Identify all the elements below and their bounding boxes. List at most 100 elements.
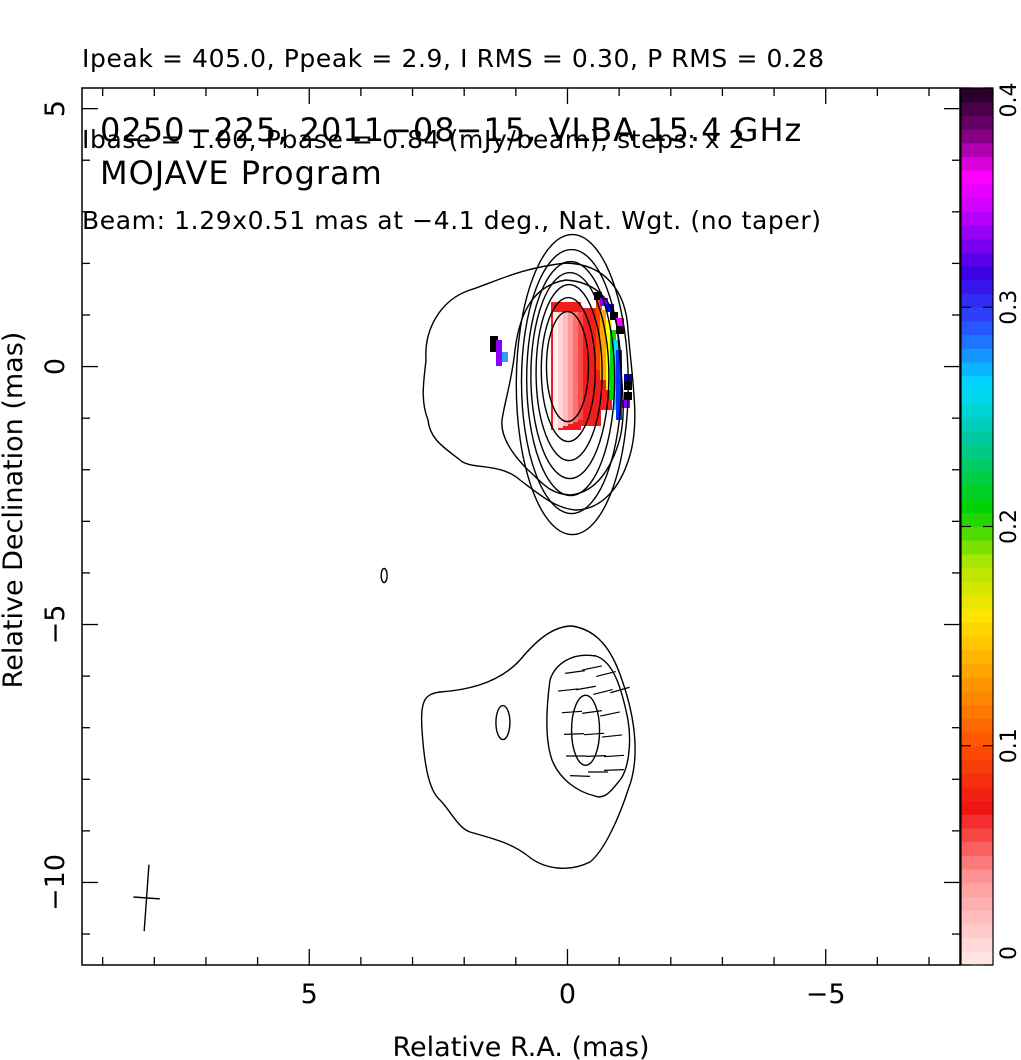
colorbar-cell — [961, 88, 993, 103]
y-tick-label: 0 — [40, 358, 71, 375]
evpa-tick — [582, 665, 602, 671]
x-tick-label: −5 — [806, 979, 846, 1010]
colorbar-cell — [961, 553, 993, 569]
colorbar-cell — [961, 773, 993, 788]
evpa-tick — [585, 755, 607, 757]
colorbar-cell — [961, 869, 993, 884]
colorbar-cell — [961, 951, 993, 966]
colorbar-cell — [961, 471, 993, 486]
chart-subtitle: MOJAVE Program — [100, 154, 383, 192]
contour-layer — [380, 233, 636, 869]
colorbar-cell — [961, 142, 993, 158]
evpa-tick — [561, 710, 583, 714]
x-axis-label: Relative R.A. (mas) — [393, 1032, 650, 1060]
colorbar-cell — [961, 923, 993, 939]
colorbar-cell — [961, 156, 993, 171]
pol-edge-band — [606, 320, 612, 390]
colorbar-cell — [961, 608, 993, 623]
colorbar-cell — [961, 704, 993, 719]
pol-edge-band — [610, 330, 616, 400]
evpa-tick — [557, 688, 579, 692]
colorbar-cell — [961, 416, 993, 432]
contour-isolated — [380, 567, 388, 584]
evpa-tick — [576, 685, 596, 691]
colorbar-cell — [961, 457, 993, 473]
colorbar-cell — [961, 320, 993, 336]
polarization-color-map — [490, 292, 632, 430]
plot-header: Ipeak = 405.0, Ppeak = 2.9, I RMS = 0.30… — [82, 0, 825, 261]
evpa-tick — [600, 711, 620, 717]
colorbar-cell — [961, 910, 993, 925]
colorbar-cell — [961, 663, 993, 678]
evpa-tick — [565, 670, 585, 674]
colorbar-cell — [961, 745, 993, 760]
colorbar-cell — [961, 882, 993, 897]
colorbar-tick-label: 0 — [997, 946, 1021, 960]
evpa-tick — [596, 670, 616, 678]
pol-knot-pixel — [502, 352, 508, 362]
colorbar-cell — [961, 595, 993, 610]
colorbar-cell — [961, 499, 993, 514]
colorbar-cell — [961, 581, 993, 596]
colorbar-tick-labels: 0 0.1 0.2 0.3 0.4 — [997, 83, 1021, 961]
colorbar-cell — [961, 266, 993, 281]
header-line-intensity: Ipeak = 405.0, Ppeak = 2.9, I RMS = 0.30… — [82, 44, 825, 73]
pol-knot-pixel — [490, 336, 498, 352]
colorbar — [960, 87, 994, 966]
colorbar-cell — [961, 101, 993, 116]
pol-edge-pixel — [594, 292, 602, 300]
y-axis-label: Relative Declination (mas) — [0, 332, 29, 689]
beam-minor-axis — [133, 896, 160, 900]
colorbar-cell — [961, 567, 993, 582]
x-tick-labels: 5 0 −5 — [301, 979, 846, 1010]
contour-lower-mid — [546, 654, 631, 798]
colorbar-cell — [961, 814, 993, 829]
colorbar-cell — [961, 855, 993, 870]
colorbar-cell — [961, 115, 993, 130]
chart-title: 0250−225, 2011−08−15, VLBA 15.4 GHz — [100, 111, 802, 149]
colorbar-cell — [961, 786, 993, 802]
colorbar-cell — [961, 649, 993, 665]
colorbar-cell — [961, 896, 993, 911]
contour-ring — [515, 233, 629, 536]
beam-cross — [133, 864, 160, 932]
colorbar-cell — [961, 540, 993, 555]
contour-ring — [540, 296, 596, 443]
header-line-beam: Beam: 1.29x0.51 mas at −4.1 deg., Nat. W… — [82, 206, 822, 235]
colorbar-cell — [961, 403, 993, 418]
colorbar-cell — [961, 622, 993, 637]
evpa-tick — [582, 710, 602, 714]
pol-cell — [578, 312, 583, 420]
pol-edge-pixel — [616, 318, 624, 326]
y-tick-label: −5 — [40, 605, 71, 645]
colorbar-cell — [961, 677, 993, 692]
colorbar-cell — [961, 937, 993, 952]
evpa-vectors — [557, 665, 630, 777]
contour-ring — [535, 283, 603, 462]
colorbar-cell — [961, 512, 993, 527]
contour-lower-outer — [420, 625, 636, 869]
evpa-tick — [563, 733, 585, 735]
colorbar-cell — [961, 307, 993, 322]
y-tick-label: 5 — [40, 100, 71, 117]
colorbar-cell — [961, 389, 993, 404]
contour-ring — [545, 310, 590, 423]
colorbar-cell — [961, 129, 993, 144]
colorbar-tick-label: 0.1 — [997, 728, 1021, 763]
colorbar-cell — [961, 225, 993, 240]
colorbar-cell — [961, 238, 993, 253]
x-tick-label: 0 — [559, 979, 576, 1010]
contour-lower-knot — [495, 704, 511, 741]
colorbar-cell — [961, 293, 993, 308]
pol-edge-band — [600, 310, 606, 380]
colorbar-cell — [961, 430, 993, 445]
evpa-tick — [583, 732, 605, 736]
axis-ticks — [82, 88, 960, 965]
colorbar-cell — [961, 362, 993, 377]
evpa-tick — [569, 775, 591, 777]
colorbar-cell — [961, 841, 993, 856]
x-tick-label: 5 — [301, 979, 318, 1010]
pol-edge-pixel — [616, 326, 624, 334]
pol-cell — [563, 312, 568, 426]
pol-knot-pixel — [496, 340, 502, 366]
